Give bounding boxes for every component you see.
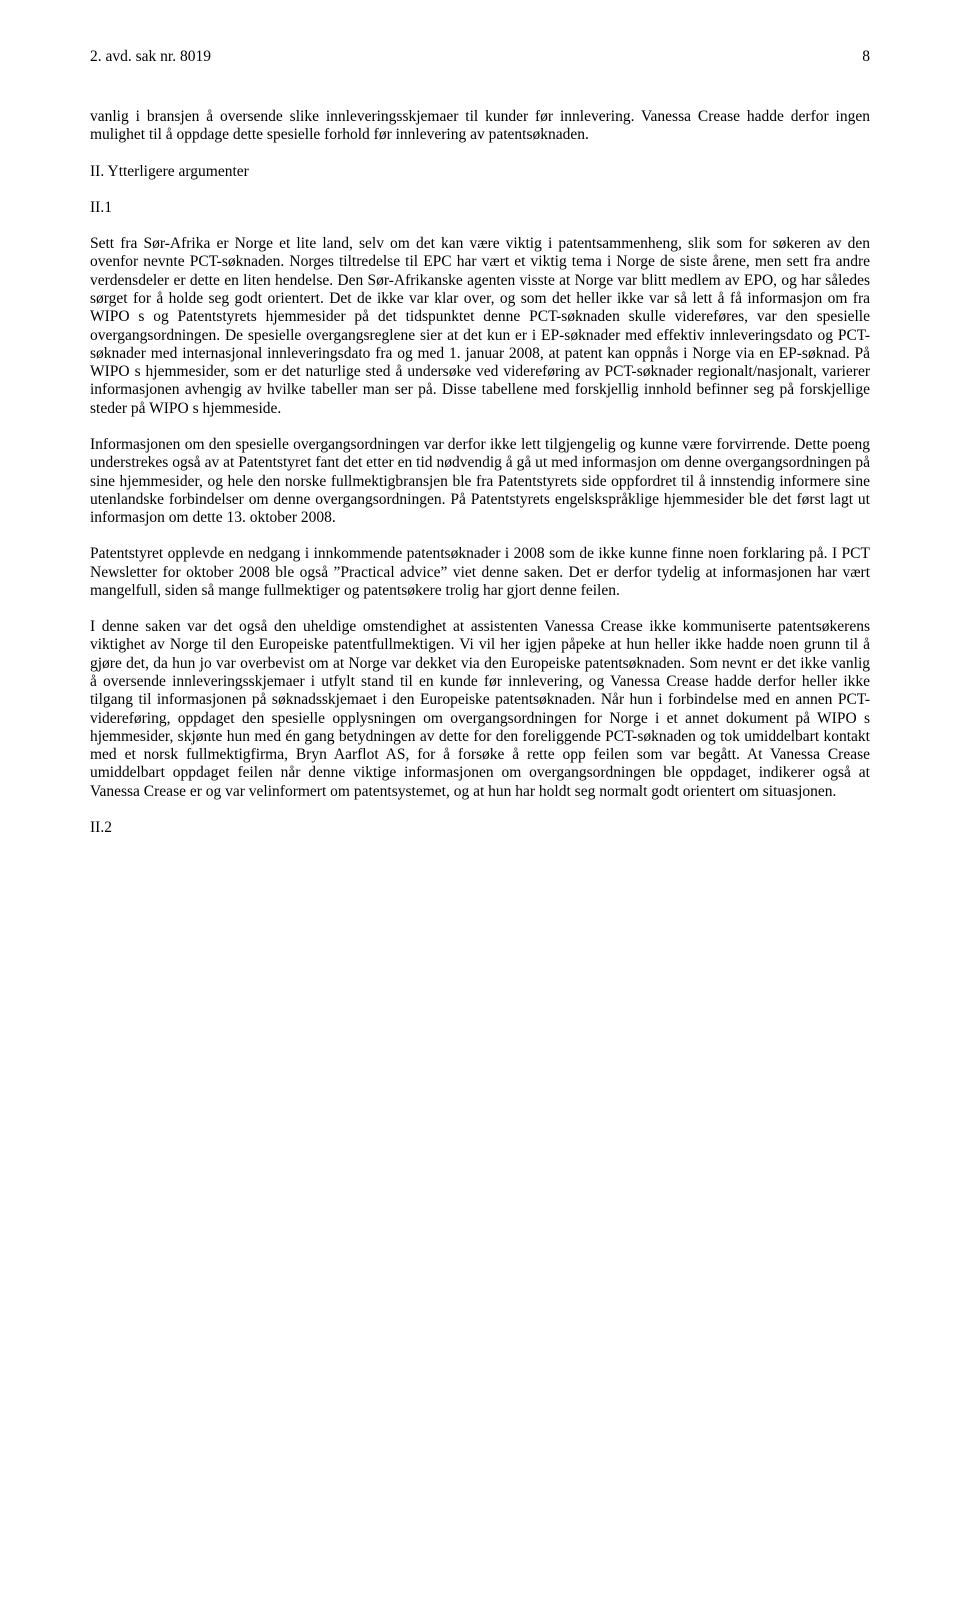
- paragraph-ii-1-b: Informasjonen om den spesielle overgangs…: [90, 436, 870, 527]
- section-number-ii-2: II.2: [90, 819, 870, 837]
- paragraph-ii-1-c: Patentstyret opplevde en nedgang i innko…: [90, 545, 870, 600]
- paragraph-ii-1-a: Sett fra Sør-Afrika er Norge et lite lan…: [90, 235, 870, 418]
- paragraph-continuation: vanlig i bransjen å oversende slike innl…: [90, 108, 870, 145]
- paragraph-ii-1-d: I denne saken var det også den uheldige …: [90, 618, 870, 801]
- case-reference: 2. avd. sak nr. 8019: [90, 48, 211, 66]
- document-body: vanlig i bransjen å oversende slike innl…: [90, 108, 870, 837]
- section-number-ii-1: II.1: [90, 199, 870, 217]
- section-heading-ii: II. Ytterligere argumenter: [90, 163, 870, 181]
- page-number: 8: [862, 48, 870, 66]
- page-header: 2. avd. sak nr. 8019 8: [90, 48, 870, 66]
